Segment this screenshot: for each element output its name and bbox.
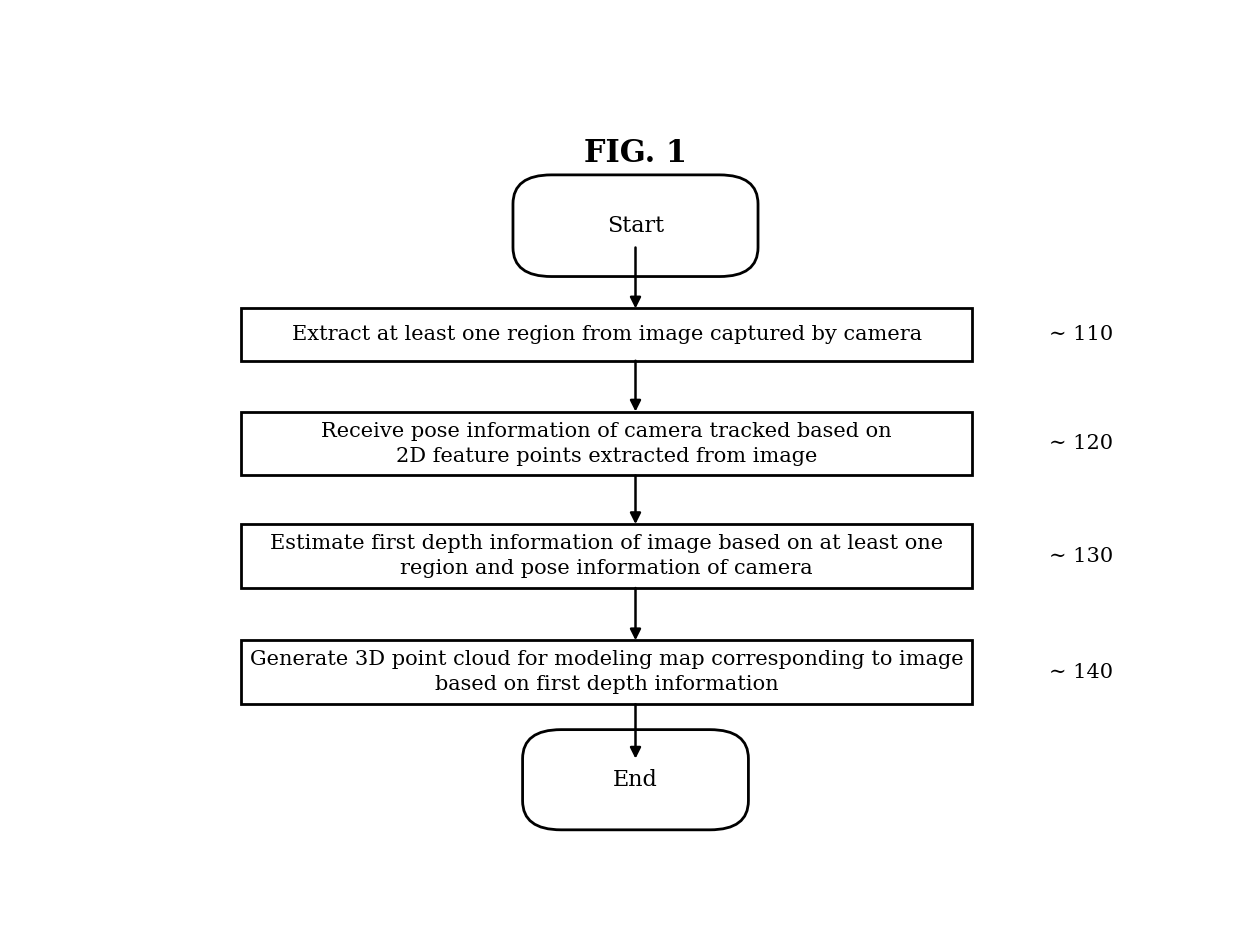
Text: Generate 3D point cloud for modeling map corresponding to image
based on first d: Generate 3D point cloud for modeling map… — [249, 651, 963, 694]
Text: Extract at least one region from image captured by camera: Extract at least one region from image c… — [291, 325, 921, 344]
Text: ∼ 140: ∼ 140 — [1049, 663, 1112, 682]
Text: ∼ 130: ∼ 130 — [1049, 547, 1114, 566]
Text: Start: Start — [606, 215, 665, 237]
Text: FIG. 1: FIG. 1 — [584, 138, 687, 169]
Text: Estimate first depth information of image based on at least one
region and pose : Estimate first depth information of imag… — [270, 534, 944, 578]
FancyBboxPatch shape — [522, 730, 749, 830]
Bar — [242, 524, 972, 588]
Bar — [242, 308, 972, 361]
FancyBboxPatch shape — [513, 174, 758, 276]
Bar — [242, 411, 972, 475]
Text: End: End — [613, 769, 658, 791]
Text: ∼ 120: ∼ 120 — [1049, 434, 1112, 453]
Text: ∼ 110: ∼ 110 — [1049, 325, 1114, 344]
Text: Receive pose information of camera tracked based on
2D feature points extracted : Receive pose information of camera track… — [321, 422, 892, 466]
Bar — [242, 640, 972, 704]
